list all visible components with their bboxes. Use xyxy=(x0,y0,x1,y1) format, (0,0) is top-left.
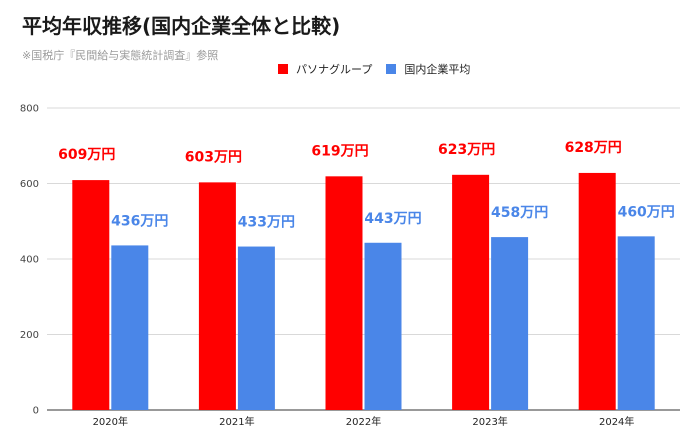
data-label-domestic: 436万円 xyxy=(111,213,168,229)
data-label-pasona: 609万円 xyxy=(58,147,115,163)
data-label-pasona: 603万円 xyxy=(185,149,242,165)
bar-pasona xyxy=(325,176,363,410)
data-label-domestic: 460万円 xyxy=(618,204,675,220)
bar-domestic xyxy=(111,245,149,410)
y-tick-label: 600 xyxy=(20,179,39,190)
data-label-domestic: 433万円 xyxy=(238,215,295,231)
data-label-domestic: 443万円 xyxy=(364,211,421,227)
bar-pasona xyxy=(578,172,616,410)
y-tick-label: 200 xyxy=(20,330,39,341)
bar-domestic xyxy=(237,246,275,410)
bar-pasona xyxy=(72,180,110,410)
legend-item-domestic: 国内企業平均 xyxy=(386,61,470,77)
bar-domestic xyxy=(617,236,655,410)
chart-legend: パソナグループ 国内企業平均 xyxy=(278,61,484,77)
x-tick-label: 2021年 xyxy=(219,415,254,428)
legend-item-pasona: パソナグループ xyxy=(278,61,372,77)
bar-pasona xyxy=(452,174,490,410)
y-tick-label: 0 xyxy=(33,406,39,417)
y-tick-label: 800 xyxy=(20,104,39,115)
chart-title: 平均年収推移(国内企業全体と比較) xyxy=(22,14,341,38)
x-tick-label: 2023年 xyxy=(472,415,507,428)
chart-subtitle: ※国税庁『民間給与実態統計調査』参照 xyxy=(22,49,219,62)
legend-swatch-pasona xyxy=(278,64,288,74)
x-tick-label: 2022年 xyxy=(346,415,381,428)
legend-label-domestic: 国内企業平均 xyxy=(404,63,471,76)
data-label-pasona: 623万円 xyxy=(438,142,495,158)
y-tick-label: 400 xyxy=(20,255,39,266)
data-label-pasona: 628万円 xyxy=(565,140,622,156)
data-label-pasona: 619万円 xyxy=(311,143,368,159)
bar-domestic xyxy=(364,242,402,410)
x-tick-label: 2024年 xyxy=(599,415,634,428)
x-tick-label: 2020年 xyxy=(93,415,128,428)
data-label-domestic: 458万円 xyxy=(491,205,548,221)
bar-pasona xyxy=(198,182,236,410)
legend-swatch-domestic xyxy=(386,64,397,74)
legend-label-pasona: パソナグループ xyxy=(296,63,373,76)
bar-domestic xyxy=(491,237,529,410)
